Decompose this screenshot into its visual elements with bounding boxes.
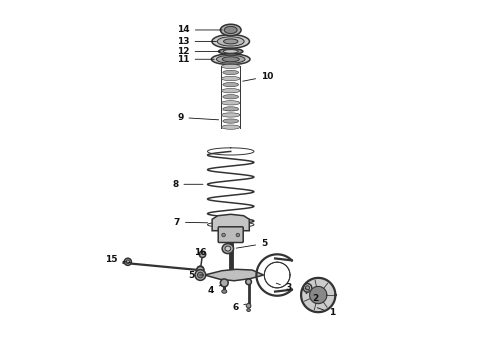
Text: 8: 8 bbox=[172, 180, 203, 189]
Ellipse shape bbox=[246, 303, 251, 308]
Ellipse shape bbox=[197, 266, 204, 274]
Text: 5: 5 bbox=[236, 239, 268, 248]
Polygon shape bbox=[310, 287, 327, 303]
Polygon shape bbox=[212, 214, 249, 231]
Polygon shape bbox=[205, 269, 264, 281]
Ellipse shape bbox=[221, 64, 240, 68]
Ellipse shape bbox=[195, 270, 206, 280]
Ellipse shape bbox=[199, 251, 206, 257]
Ellipse shape bbox=[223, 119, 239, 123]
Text: 6: 6 bbox=[232, 303, 246, 312]
Ellipse shape bbox=[223, 50, 238, 53]
Text: 7: 7 bbox=[173, 218, 208, 227]
Text: 13: 13 bbox=[177, 37, 217, 46]
Ellipse shape bbox=[212, 35, 249, 48]
Ellipse shape bbox=[221, 125, 240, 129]
Ellipse shape bbox=[223, 39, 238, 44]
Text: 4: 4 bbox=[207, 285, 222, 294]
Ellipse shape bbox=[221, 101, 240, 105]
Ellipse shape bbox=[221, 113, 240, 117]
Text: 15: 15 bbox=[105, 255, 131, 264]
Ellipse shape bbox=[303, 284, 312, 292]
Ellipse shape bbox=[197, 272, 203, 278]
Text: 9: 9 bbox=[177, 113, 219, 122]
Ellipse shape bbox=[222, 57, 239, 62]
Ellipse shape bbox=[211, 54, 250, 64]
Ellipse shape bbox=[217, 55, 245, 63]
Ellipse shape bbox=[222, 290, 227, 293]
Ellipse shape bbox=[219, 49, 243, 54]
Ellipse shape bbox=[223, 95, 239, 99]
Text: 3: 3 bbox=[276, 283, 292, 292]
Ellipse shape bbox=[224, 26, 237, 33]
Ellipse shape bbox=[223, 82, 239, 87]
Polygon shape bbox=[301, 278, 335, 312]
Ellipse shape bbox=[236, 233, 240, 237]
Text: 16: 16 bbox=[194, 248, 207, 257]
Text: 11: 11 bbox=[177, 55, 214, 64]
Text: 14: 14 bbox=[177, 26, 222, 35]
Text: 12: 12 bbox=[177, 47, 220, 56]
Text: 2: 2 bbox=[306, 293, 318, 303]
Ellipse shape bbox=[222, 244, 234, 253]
Ellipse shape bbox=[247, 309, 250, 311]
Text: 5: 5 bbox=[188, 270, 203, 279]
FancyBboxPatch shape bbox=[218, 227, 243, 243]
Ellipse shape bbox=[124, 258, 131, 265]
Text: 1: 1 bbox=[318, 308, 335, 318]
Ellipse shape bbox=[220, 279, 228, 287]
Ellipse shape bbox=[221, 89, 240, 93]
Ellipse shape bbox=[223, 70, 239, 75]
Ellipse shape bbox=[222, 233, 225, 237]
Ellipse shape bbox=[197, 266, 203, 273]
Ellipse shape bbox=[245, 279, 251, 285]
Ellipse shape bbox=[218, 37, 244, 46]
Text: 10: 10 bbox=[243, 72, 273, 81]
Ellipse shape bbox=[223, 107, 239, 111]
Ellipse shape bbox=[305, 286, 310, 290]
Ellipse shape bbox=[220, 24, 241, 36]
Ellipse shape bbox=[221, 76, 240, 81]
Ellipse shape bbox=[225, 246, 231, 251]
Ellipse shape bbox=[126, 260, 130, 264]
